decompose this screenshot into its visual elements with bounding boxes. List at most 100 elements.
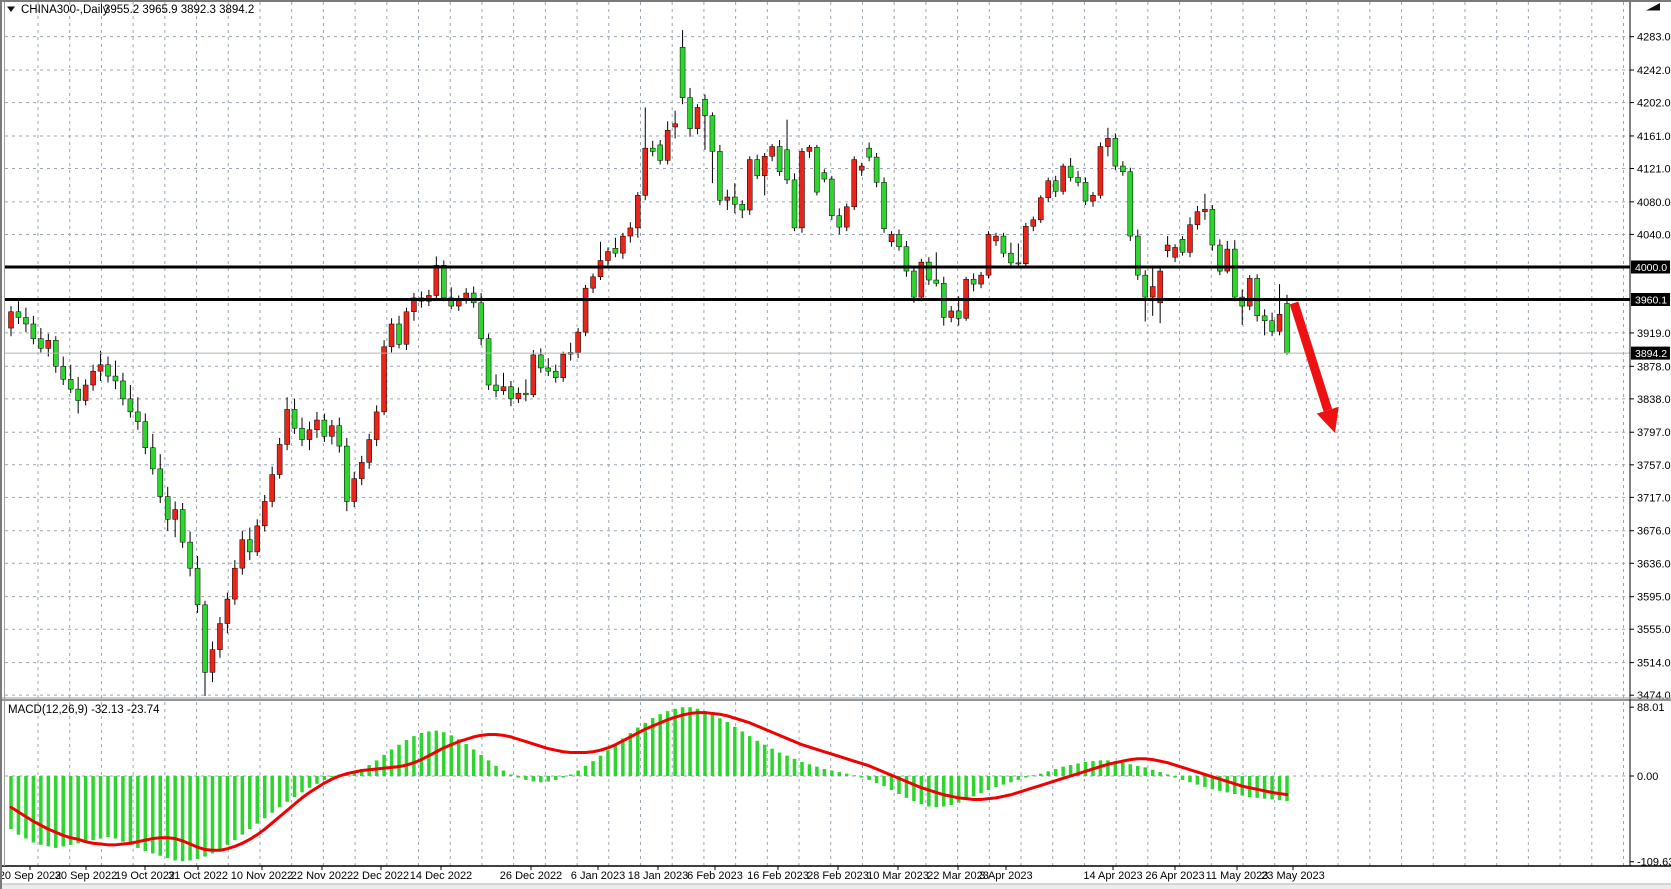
macd-histogram-bar [539, 776, 543, 783]
macd-histogram-bar [486, 760, 491, 776]
candle-bullish [1045, 180, 1051, 199]
candle-bearish [523, 392, 529, 396]
candle-bullish [1030, 219, 1037, 227]
macd-histogram-bar [904, 776, 909, 798]
macd-histogram-bar [553, 776, 558, 780]
macd-histogram-bar [912, 776, 916, 802]
macd-histogram-bar [1188, 776, 1192, 783]
macd-histogram-bar [942, 776, 946, 807]
candle-bullish [694, 107, 701, 129]
macd-histogram-bar [1121, 762, 1125, 776]
macd-histogram-bar [1173, 776, 1177, 778]
candle-bearish [829, 178, 835, 216]
candle-bearish [321, 419, 328, 437]
trend-arrow-head[interactable] [1316, 406, 1339, 433]
candle-bearish [291, 409, 298, 429]
macd-histogram-bar [248, 776, 252, 830]
macd-histogram-bar [606, 750, 610, 776]
macd-histogram-bar [882, 776, 886, 787]
time-axis-date-label: 20 Sep 2022 [0, 870, 61, 882]
macd-histogram-bar [1143, 767, 1147, 776]
candle-bearish [911, 270, 917, 298]
candle-bullish [314, 419, 320, 431]
candle-bearish [470, 292, 477, 304]
macd-histogram-bar [1016, 776, 1021, 780]
macd-histogram-bar [725, 722, 730, 776]
candle-bearish [135, 411, 141, 422]
price-axis-tick-label: 4040.0 [1637, 229, 1671, 241]
candle-bearish [1120, 165, 1126, 173]
candle-bullish [329, 425, 335, 437]
macd-histogram-bar [1113, 761, 1118, 776]
macd-signal-line [9, 711, 1289, 852]
candle-bearish [784, 149, 790, 181]
candle-bearish [38, 338, 44, 349]
candle-bearish [814, 147, 820, 193]
candle-bullish [806, 147, 813, 152]
candle-bearish [1075, 177, 1081, 183]
macd-histogram-bar [501, 770, 506, 776]
candle-bullish [411, 297, 417, 313]
macd-histogram-bar [165, 776, 170, 859]
candle-bearish [105, 364, 111, 377]
macd-histogram-bar [830, 770, 834, 776]
time-axis-date-label: 6 Jan 2023 [571, 870, 625, 882]
candle-bearish [164, 496, 171, 520]
macd-histogram-bar [270, 776, 274, 813]
macd-histogram-bar [1053, 768, 1058, 776]
macd-histogram-bar [1262, 776, 1267, 799]
macd-histogram-bar [792, 758, 797, 776]
macd-histogram-bar [255, 776, 259, 824]
candle-bullish [209, 649, 216, 673]
candle-bullish [851, 159, 857, 208]
macd-histogram-bar [61, 776, 65, 847]
candle-bearish [478, 302, 484, 339]
candle-bearish [1052, 180, 1059, 192]
macd-histogram-bar [262, 776, 267, 819]
macd-histogram-bar [591, 761, 595, 776]
candle-bearish [493, 384, 499, 391]
candle-bearish [67, 379, 74, 390]
macd-axis-tick-label: 88.01 [1637, 702, 1665, 714]
candle-bearish [1209, 208, 1216, 246]
time-axis-date-label: 26 Apr 2023 [1145, 870, 1204, 882]
time-axis-date-label: 3 Apr 2023 [979, 870, 1032, 882]
macd-histogram-bar [613, 743, 618, 776]
candle-bearish [1269, 320, 1275, 332]
candle-bullish [269, 474, 275, 502]
trend-arrow-shaft[interactable] [1289, 301, 1333, 412]
candle-bearish [30, 323, 37, 339]
macd-histogram-bar [479, 754, 483, 776]
macd-histogram-bar [1024, 776, 1028, 778]
macd-histogram-bar [173, 776, 177, 861]
candle-bullish [672, 123, 678, 128]
macd-histogram-bar [203, 776, 207, 857]
candle-bullish [276, 444, 283, 475]
time-axis-date-label: 19 Oct 2022 [115, 870, 175, 882]
price-line-label: 3960.1 [1635, 294, 1667, 306]
scroll-corner-icon[interactable] [1646, 3, 1660, 11]
candle-bullish [45, 340, 52, 349]
candle-bullish [993, 235, 999, 242]
price-axis-tick-label: 3676.0 [1637, 526, 1671, 538]
time-axis-date-label: 16 Feb 2023 [747, 870, 809, 882]
candle-bearish [1127, 171, 1134, 237]
macd-histogram-bar [710, 714, 715, 776]
macd-histogram-bar [673, 708, 677, 776]
macd-histogram-bar [46, 776, 51, 847]
macd-histogram-bar [136, 776, 140, 848]
candle-bearish [739, 204, 746, 211]
macd-histogram-bar [628, 732, 633, 776]
candle-bearish [344, 445, 350, 502]
grid-layer [5, 2, 1630, 866]
macd-histogram-bar [233, 776, 237, 841]
price-axis-tick-label: 3797.0 [1637, 427, 1671, 439]
macd-histogram-bar [762, 744, 767, 776]
macd-histogram-bar [979, 776, 983, 794]
macd-histogram-bar [1106, 760, 1110, 776]
candle-bullish [239, 539, 246, 569]
candle-bearish [791, 179, 798, 229]
symbol-dropdown-icon[interactable] [7, 6, 15, 13]
candle-bullish [373, 411, 380, 440]
